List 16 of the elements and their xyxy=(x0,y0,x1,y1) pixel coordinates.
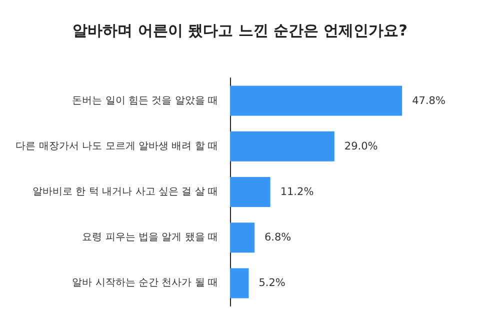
data-label: 11.2% xyxy=(280,186,314,198)
data-label: 29.0% xyxy=(344,140,378,152)
y-tick-label: 알바비로 한 턱 내거나 사고 싶은 걸 살 때 xyxy=(32,186,218,198)
y-tick-label: 돈버는 일이 힘든 것을 알았을 때 xyxy=(72,95,218,106)
bar xyxy=(230,268,249,298)
data-label: 6.8% xyxy=(264,232,292,244)
data-label: 47.8% xyxy=(412,94,446,107)
bar xyxy=(230,131,334,162)
bar xyxy=(230,177,270,207)
y-tick-label: 다른 매장가서 나도 모르게 알바생 배려 할 때 xyxy=(16,140,218,152)
y-tick-label: 알바 시작하는 순간 천사가 될 때 xyxy=(72,278,218,289)
bar xyxy=(230,222,254,253)
chart-title: 알바하며 어른이 됐다고 느낀 순간은 언제인가요? xyxy=(72,22,408,40)
y-tick-label: 요령 피우는 법을 알게 됐을 때 xyxy=(82,232,218,244)
bar xyxy=(230,86,402,116)
data-label: 5.2% xyxy=(258,277,286,290)
